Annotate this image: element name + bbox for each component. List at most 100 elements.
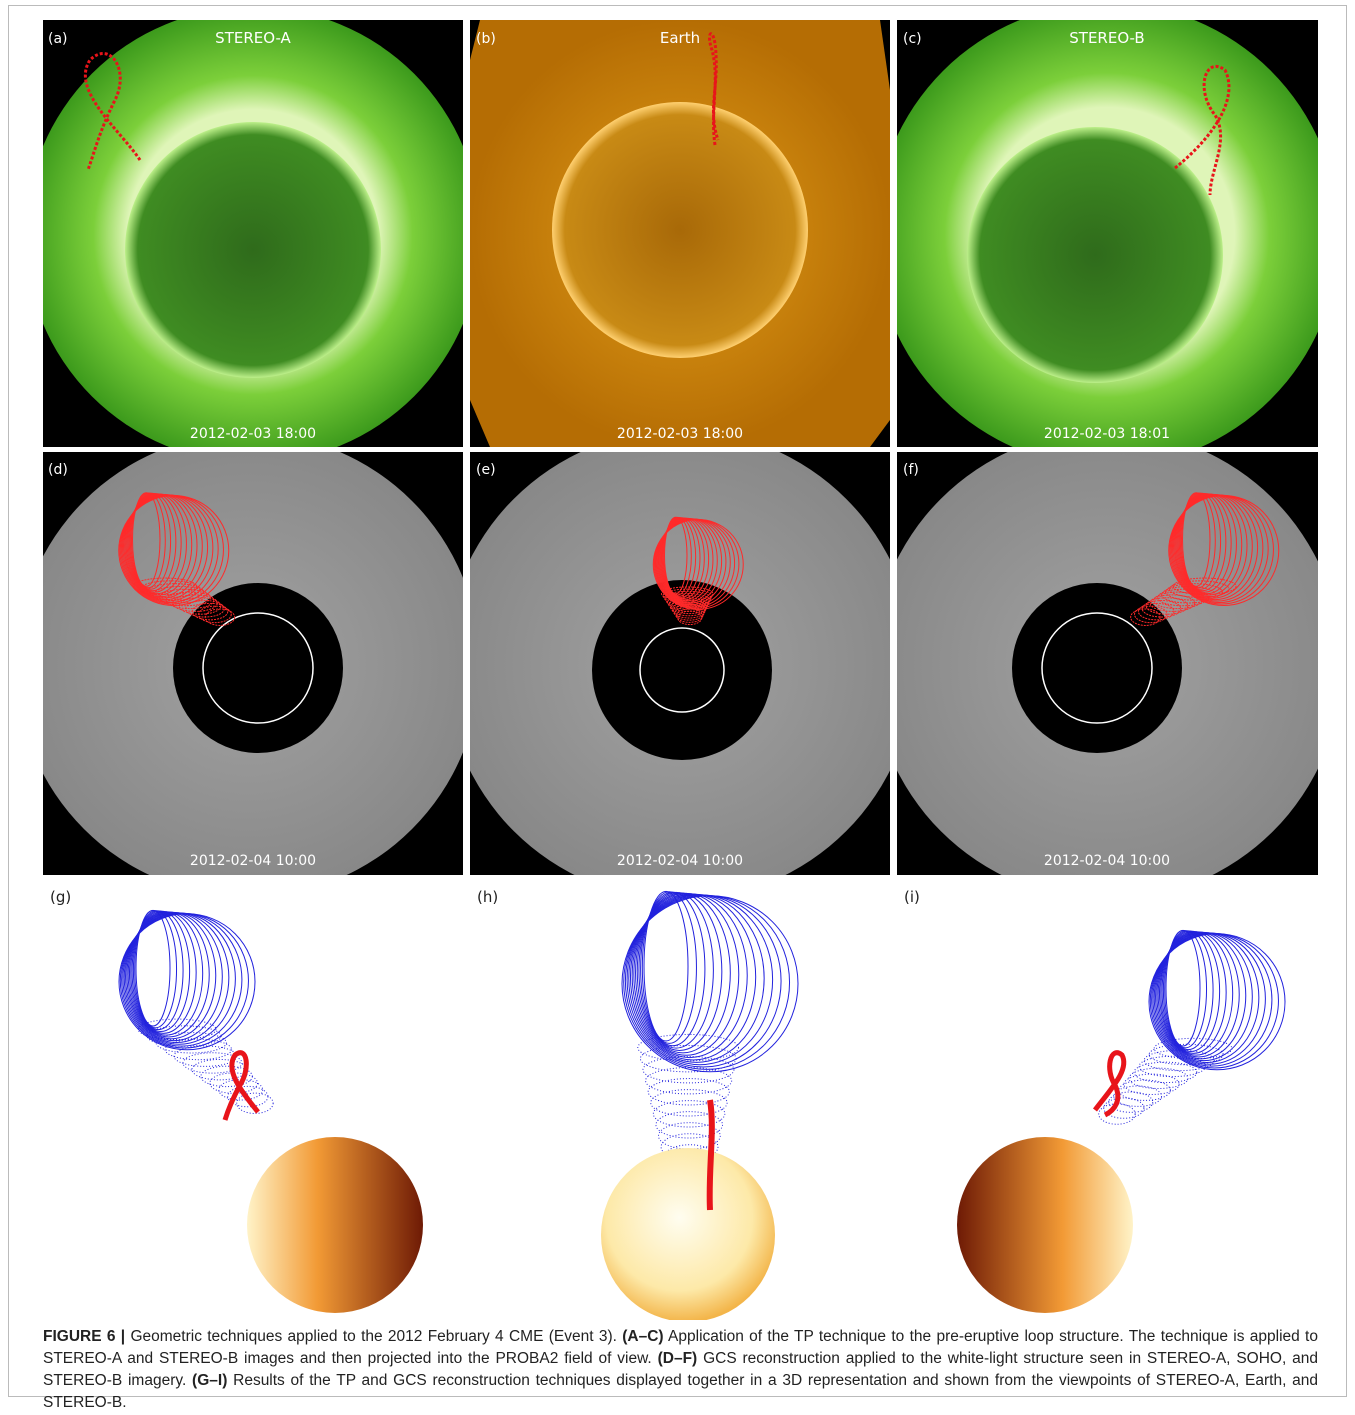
panel-coronagraph-d [43,452,463,875]
timestamp: 2012-02-03 18:01 [1044,426,1170,442]
panel-euv-b [470,20,890,447]
wireframe-loop [1165,929,1201,1047]
wireframe-loop [1137,602,1175,621]
wireframe-loop [134,910,178,1029]
wireframe-loop [118,495,230,606]
figure-frame [8,5,1347,1397]
wireframe-loop [198,605,232,624]
panel-euv-c [897,20,1318,447]
wireframe-loop [1130,608,1161,626]
wireframe-loop [218,1079,264,1101]
panel-label: (i) [904,888,920,906]
wireframe-loop [675,608,704,623]
figure: (a) STEREO-A 2012-02-03 18:00 (b) Earth … [43,20,1318,1320]
wireframe-loop [652,519,744,610]
caption-text: Results of the TP and GCS reconstruction… [43,1372,1319,1411]
wireframe-loop [639,1044,737,1073]
timestamp: 2012-02-04 10:00 [617,853,743,869]
panel-label: (h) [477,888,498,906]
wireframe-loop [173,1045,238,1067]
wireframe-loop [165,591,215,610]
panel-label: (a) [48,31,68,47]
wireframe-loop [1098,1103,1136,1125]
wireframe-loop [641,891,697,1044]
caption: FIGURE 6 | Geometric techniques applied … [43,1326,1318,1414]
caption-tag: (D–F) [657,1350,698,1367]
wireframe-loop [172,594,218,612]
panel-label: (g) [50,888,71,906]
panel-coronagraph-e [470,452,890,875]
wireframe-loop [178,597,222,615]
wireframe-loop [1128,1067,1189,1090]
wireframe-loop [665,593,711,608]
panel-3d-g [118,909,423,1313]
caption-intro: Geometric techniques applied to the 2012… [130,1328,617,1345]
wireframe-loop [182,1052,243,1074]
wireframe-loop [669,599,708,615]
wireframe-loop [1182,492,1211,587]
timestamp: 2012-02-04 10:00 [190,853,316,869]
wireframe-loop [1134,605,1168,624]
wireframe-loop [1118,1079,1171,1101]
wireframe-loop [1145,597,1189,615]
wireframe-loop [146,1025,222,1047]
wireframe-loop [1153,591,1203,610]
wireframe-loop [671,601,707,617]
wireframe-loop [637,1033,740,1062]
panel-label: (c) [903,31,922,47]
wireframe-loop [677,610,703,626]
wireframe-loop [155,1032,227,1054]
panel-coronagraph-f [897,452,1318,875]
wireframe-loop [191,1058,248,1081]
wireframe-loop [621,895,799,1073]
wireframe-loop [118,913,256,1051]
wireframe-loop [1103,1097,1145,1119]
panel-euv-a [43,20,463,447]
wireframe-loop [1157,588,1209,607]
panel-title: Earth [660,29,700,47]
panel-label: (d) [48,462,68,478]
wireframe-loop [1168,580,1230,598]
wireframe-loop [650,1089,728,1117]
wireframe-loop [164,1038,233,1061]
panel-title: STEREO-B [1069,29,1144,47]
wireframe-loop [652,1100,726,1128]
wireframe-loop [1138,1055,1207,1078]
panel-3d-i [957,929,1286,1313]
figure-number: FIGURE 6 | [43,1328,126,1345]
caption-tag: (A–C) [622,1328,664,1345]
wireframe-loop [132,492,161,587]
wireframe-loop [655,1111,724,1139]
timestamp: 2012-02-04 10:00 [1044,853,1170,869]
wireframe-loop [1108,1091,1154,1113]
wireframe-loop [137,1018,217,1041]
panel-label: (f) [903,462,919,478]
wireframe-loop [191,602,229,621]
wireframe-loop [1148,1043,1224,1066]
wireframe-loop [204,608,236,626]
wireframe-loop [674,606,705,621]
wireframe-loop [1123,1073,1180,1095]
wireframe-loop [1149,594,1196,612]
wireframe-loop [1143,1049,1215,1072]
wireframe-loop [642,1055,735,1084]
wireframe-loop [636,892,723,1051]
wireframe-loop [135,909,171,1027]
wireframe-loop [647,1078,730,1106]
timestamp: 2012-02-03 18:00 [617,426,743,442]
wireframe-loop [200,1065,253,1088]
wireframe-loop [1141,600,1182,618]
panel-label: (b) [476,31,496,47]
panel-title: STEREO-A [215,29,291,47]
wireframe-loop [236,1092,274,1114]
wireframe-loop [1113,1085,1163,1107]
wireframe-loop [1168,495,1280,606]
wireframe-loop [643,890,689,1042]
wireframe-loop [638,891,714,1049]
wireframe-loop [658,1122,721,1150]
timestamp: 2012-02-03 18:00 [190,426,316,442]
caption-tag: (G–I) [192,1372,228,1389]
wireframe-loop [663,590,712,606]
panel-3d-h [601,890,799,1320]
